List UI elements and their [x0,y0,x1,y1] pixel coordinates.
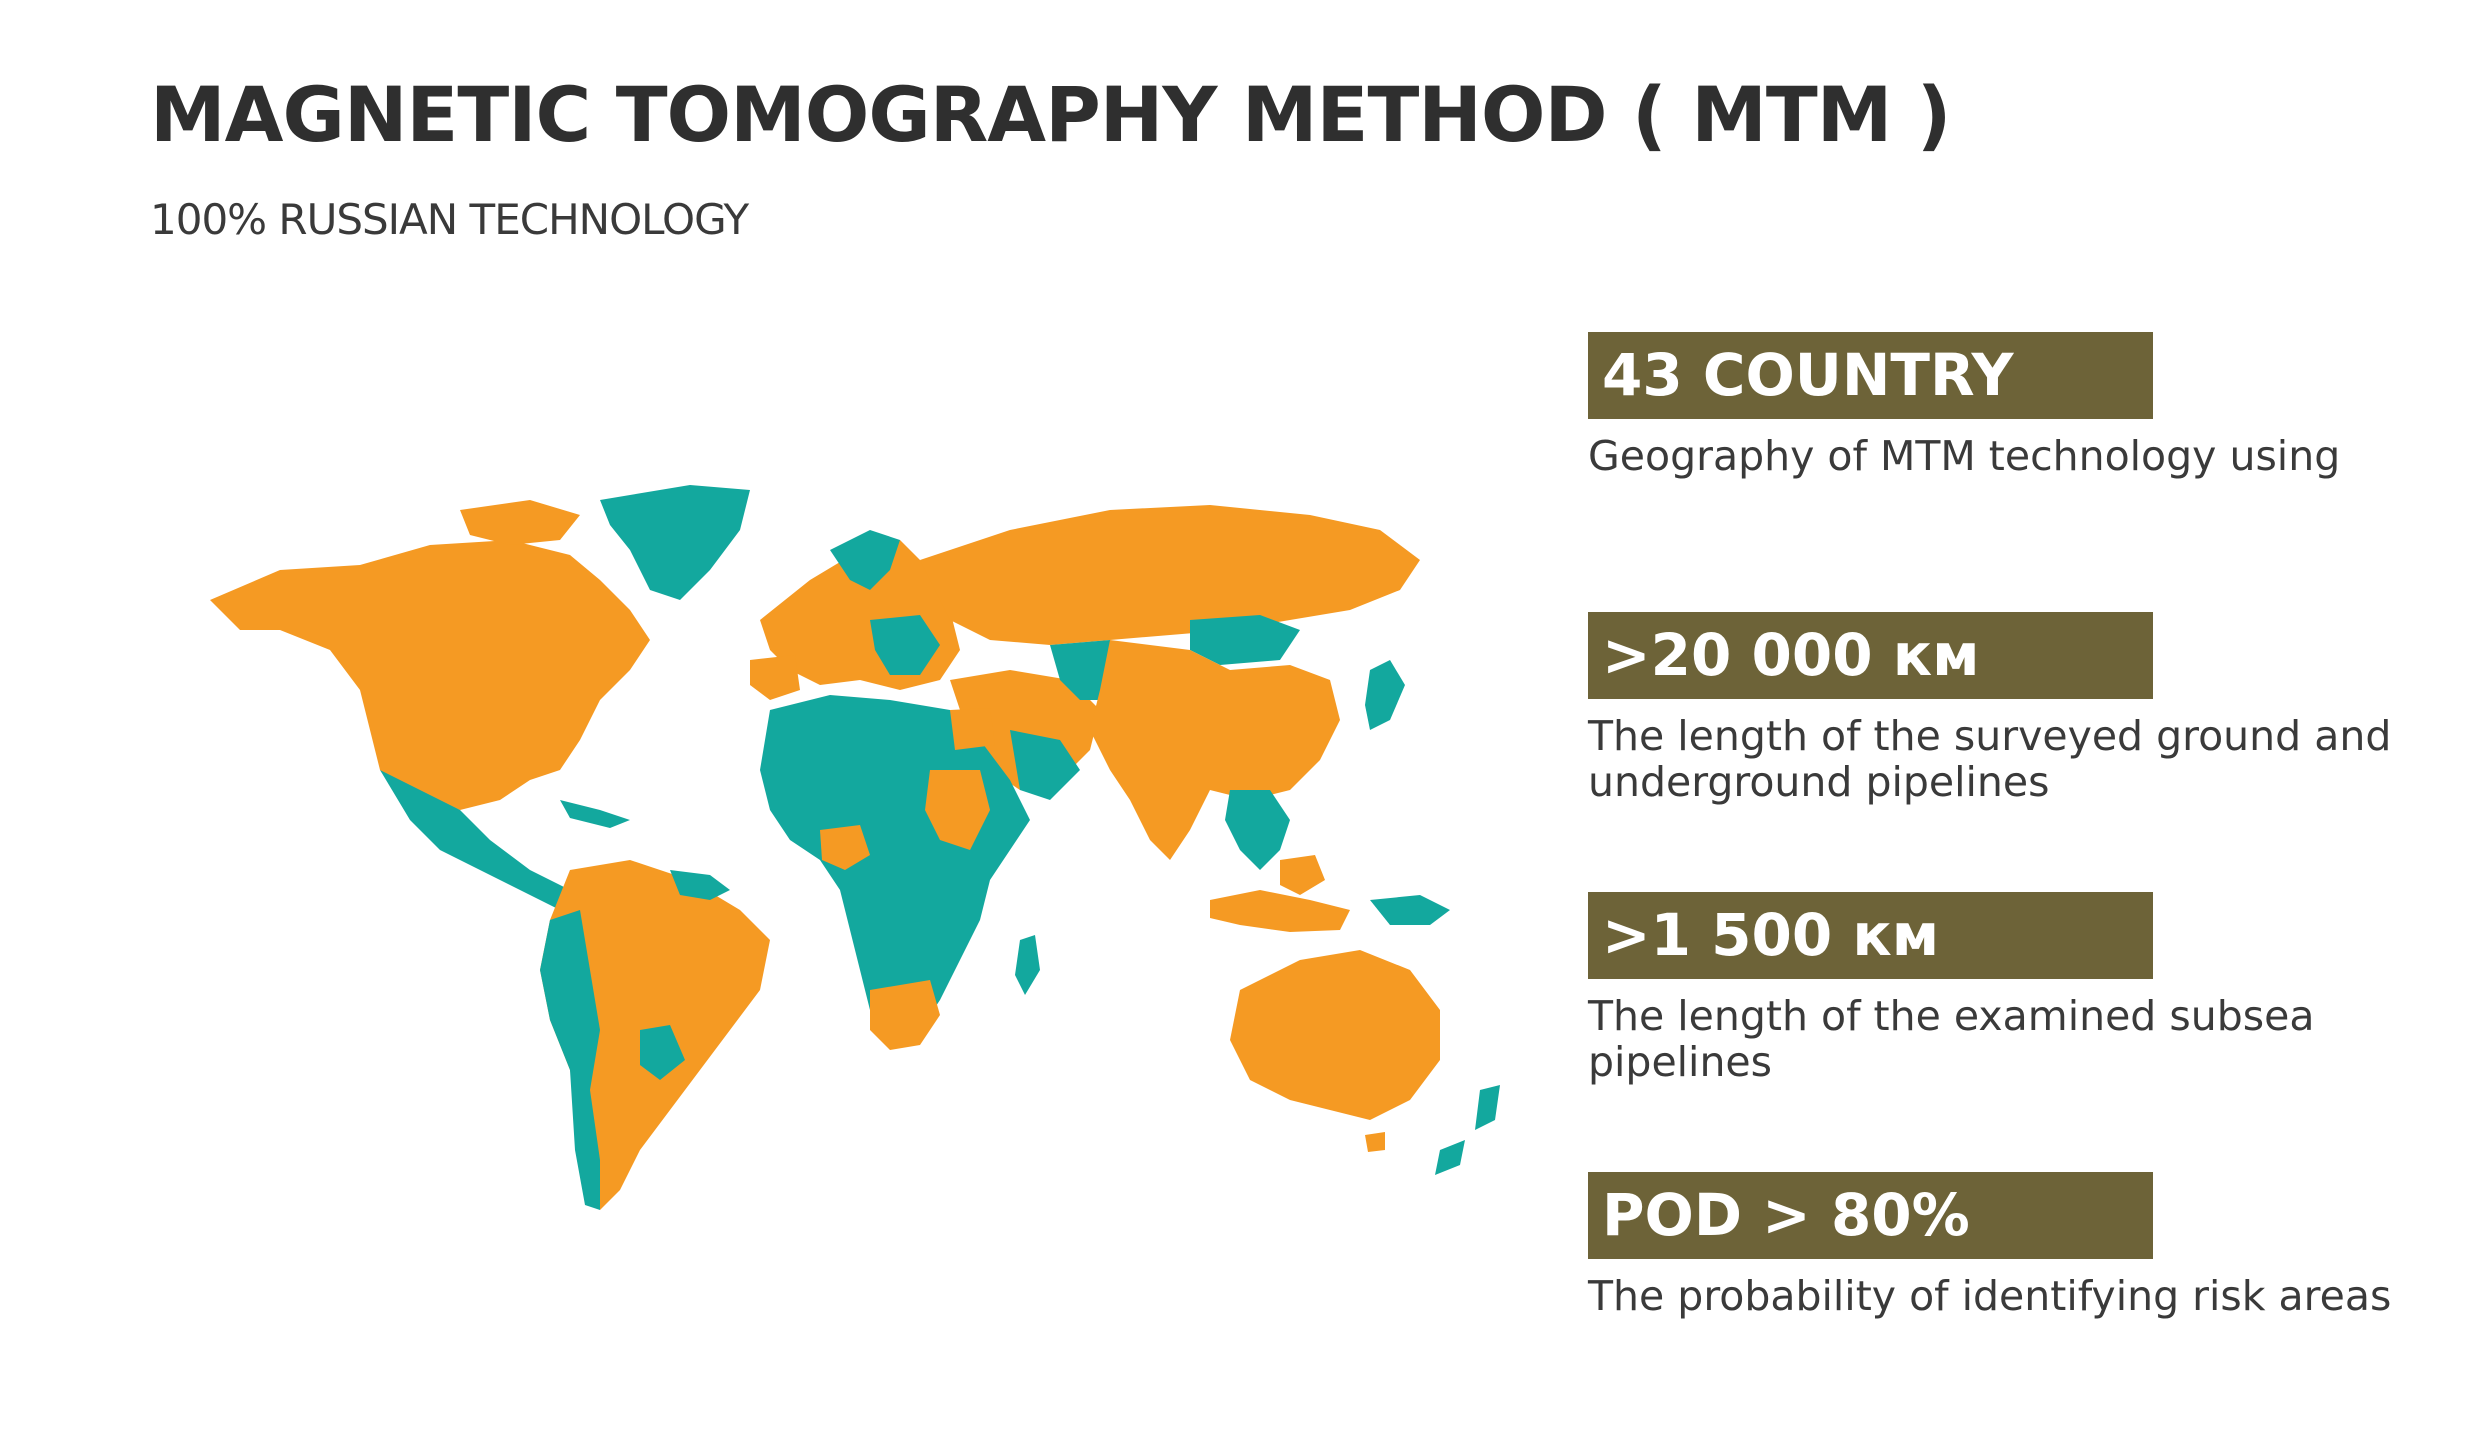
guiana-region [670,870,730,900]
stat-pod: POD > 80% The probability of identifying… [1588,1172,2448,1319]
page-subtitle: 100% RUSSIAN TECHNOLOGY [150,195,749,244]
stat-ground-pipelines-description: The length of the surveyed ground and un… [1588,712,2392,806]
asia-region [1090,640,1340,860]
scandinavia-region [830,530,900,590]
page-title: MAGNETIC TOMOGRAPHY METHOD ( MTM ) [150,70,1952,159]
central-america-region [380,770,570,910]
stat-countries: 43 COUNTRY Geography of MTM technology u… [1588,332,2448,479]
stat-subsea-pipelines-badge: >1 500 км [1588,892,2153,979]
arabia-region [1010,730,1080,800]
stat-countries-badge: 43 COUNTRY [1588,332,2153,419]
caribbean-region [560,800,630,828]
russia-region [920,505,1420,645]
arctic-islands-region [460,500,580,545]
stat-ground-pipelines-badge: >20 000 км [1588,612,2153,699]
new-guinea-region [1370,895,1450,925]
sudan-region [925,770,990,850]
world-map [210,485,1500,1210]
nigeria-region [820,825,870,870]
paraguay-region [640,1025,685,1080]
greenland-region [600,485,750,600]
madagascar-region [1015,935,1040,995]
mongolia-region [1190,615,1300,665]
indonesia-region [1210,890,1350,932]
north-america-region [210,540,650,810]
stat-subsea-pipelines-description: The length of the examined subsea pipeli… [1588,992,2315,1086]
southeast-asia-region [1225,790,1290,870]
stat-pod-description: The probability of identifying risk area… [1588,1272,2392,1320]
stat-ground-pipelines: >20 000 км The length of the surveyed gr… [1588,612,2448,805]
iberia-region [750,655,800,700]
stat-countries-description: Geography of MTM technology using [1588,432,2341,480]
eastern-europe-region [870,615,940,675]
south-america-west-region [540,910,600,1210]
egypt-region [950,708,995,750]
australia-region [1230,950,1440,1120]
new-zealand-region [1435,1085,1500,1175]
japan-region [1365,660,1405,730]
stat-subsea-pipelines: >1 500 км The length of the examined sub… [1588,892,2448,1085]
south-africa-region [870,980,940,1050]
stat-pod-badge: POD > 80% [1588,1172,2153,1259]
tasmania-region [1365,1132,1385,1152]
borneo-region [1280,855,1325,895]
